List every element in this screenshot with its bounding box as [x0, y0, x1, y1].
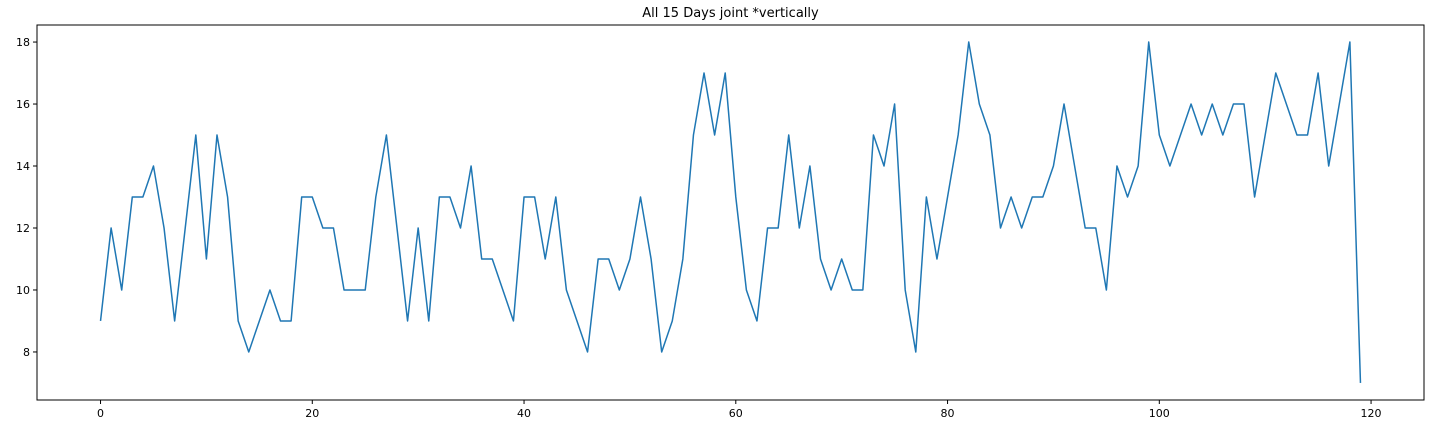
y-tick-label: 14 [16, 160, 30, 173]
x-tick-label: 0 [97, 407, 104, 420]
y-axis: 8 10 12 14 16 18 [16, 36, 37, 359]
y-tick-label: 10 [16, 284, 30, 297]
x-tick-label: 20 [305, 407, 319, 420]
series-line [99, 41, 1362, 383]
x-tick-label: 120 [1361, 407, 1382, 420]
x-tick-label: 100 [1149, 407, 1170, 420]
y-tick-label: 18 [16, 36, 30, 49]
plot-area: 0 20 40 60 80 100 120 8 10 12 14 16 18 [16, 24, 1425, 420]
y-tick-label: 12 [16, 222, 30, 235]
y-tick-label: 8 [23, 346, 30, 359]
y-tick-label: 16 [16, 98, 30, 111]
x-tick-label: 80 [941, 407, 955, 420]
axes-frame [36, 24, 1425, 401]
x-tick-label: 60 [729, 407, 743, 420]
x-tick-label: 40 [517, 407, 531, 420]
chart-title: All 15 Days joint *vertically [642, 6, 819, 21]
x-axis: 0 20 40 60 80 100 120 [97, 400, 1382, 420]
